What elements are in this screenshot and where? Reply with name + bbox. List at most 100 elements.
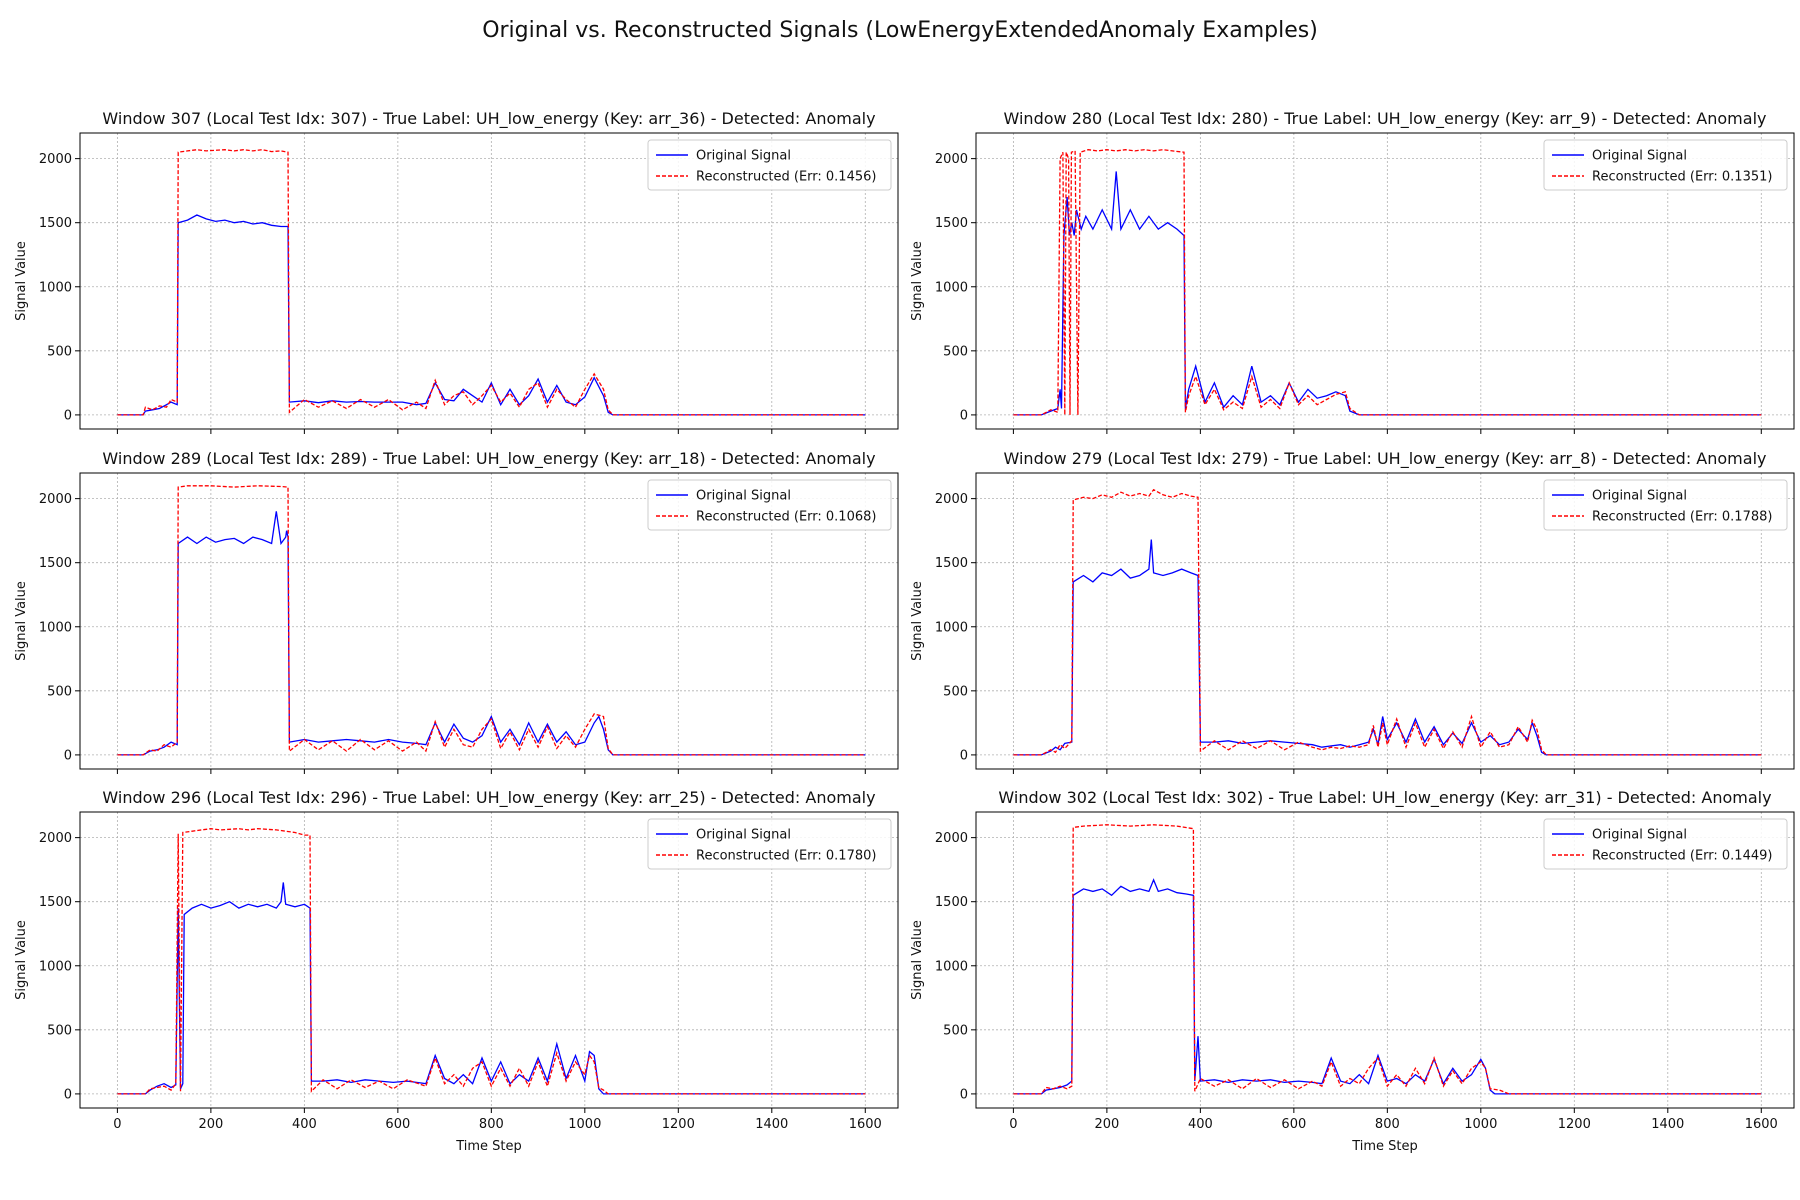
legend-box xyxy=(1543,479,1788,531)
subplot-5: 0 200 400 600 800 1000 1200 1400 1600 0 500 1000 150… xyxy=(14,788,899,1154)
legend: Original Signal Reconstructed (Err: 0.135… xyxy=(1543,139,1788,191)
y-tick-label: 1500 xyxy=(39,895,72,910)
x-tick-label: 800 xyxy=(479,1117,504,1132)
subplot-1: 0 500 1000 1500 2000 Window 307 (Local Test I… xyxy=(14,109,899,434)
y-tick-label: 0 xyxy=(64,408,72,423)
subplot-title: Window 280 (Local Test Idx: 280) - True … xyxy=(1004,109,1767,129)
y-tick-label: 500 xyxy=(943,684,968,699)
y-tick-label: 1500 xyxy=(935,216,968,231)
subplot-title: Window 289 (Local Test Idx: 289) - True … xyxy=(102,449,875,469)
y-axis-label: Signal Value xyxy=(14,920,29,1000)
legend: Original Signal Reconstructed (Err: 0.144… xyxy=(1543,818,1788,870)
subplot-3: 0 500 1000 1500 2000 Window 289 (Local Test I… xyxy=(14,449,899,774)
axes-frame xyxy=(79,132,899,430)
original-signal-line xyxy=(117,882,866,1095)
subplot-title: Window 296 (Local Test Idx: 296) - True … xyxy=(102,788,875,808)
legend: Original Signal Reconstructed (Err: 0.178… xyxy=(647,818,892,870)
x-tick-label: 0 xyxy=(113,1117,121,1132)
legend-entry-label: Original Signal xyxy=(1592,149,1687,164)
subplot-2: 0 500 1000 1500 2000 Window 280 (Local Test I… xyxy=(910,109,1795,434)
y-tick-label: 2000 xyxy=(39,492,72,507)
x-axis-label: Time Step xyxy=(1351,1139,1418,1154)
x-tick-label: 1200 xyxy=(1558,1117,1591,1132)
y-tick-label: 500 xyxy=(943,344,968,359)
x-tick-label: 800 xyxy=(1375,1117,1400,1132)
subplot-title: Window 279 (Local Test Idx: 279) - True … xyxy=(1004,449,1767,469)
legend-entry-label: Original Signal xyxy=(696,489,791,504)
legend-box xyxy=(1543,818,1788,870)
legend: Original Signal Reconstructed (Err: 0.106… xyxy=(647,479,892,531)
y-tick-label: 1500 xyxy=(39,556,72,571)
y-tick-label: 1000 xyxy=(935,280,968,295)
axes-frame xyxy=(975,811,1795,1109)
axes-frame xyxy=(79,472,899,770)
legend-box xyxy=(647,139,892,191)
axes-frame xyxy=(975,132,1795,430)
y-tick-label: 0 xyxy=(960,1087,968,1102)
original-signal-line xyxy=(117,511,866,756)
y-tick-label: 500 xyxy=(943,1023,968,1038)
subplot-title: Window 307 (Local Test Idx: 307) - True … xyxy=(102,109,875,129)
legend-entry-label: Reconstructed (Err: 0.1449) xyxy=(1592,849,1772,864)
subplot-6: 0 200 400 600 800 1000 1200 1400 1600 0 500 1000 150… xyxy=(910,788,1795,1154)
legend-box xyxy=(647,818,892,870)
original-signal-line xyxy=(1013,539,1762,756)
legend: Original Signal Reconstructed (Err: 0.178… xyxy=(1543,479,1788,531)
y-axis-label: Signal Value xyxy=(910,581,925,661)
legend-entry-label: Original Signal xyxy=(696,828,791,843)
x-tick-label: 0 xyxy=(1009,1117,1017,1132)
y-tick-label: 1000 xyxy=(39,959,72,974)
legend-entry-label: Reconstructed (Err: 0.1780) xyxy=(696,849,876,864)
reconstructed-signal-line xyxy=(1013,149,1762,416)
x-tick-label: 1400 xyxy=(1651,1117,1684,1132)
legend: Original Signal Reconstructed (Err: 0.145… xyxy=(647,139,892,191)
x-tick-label: 400 xyxy=(1188,1117,1213,1132)
y-tick-label: 1000 xyxy=(935,620,968,635)
y-tick-label: 1000 xyxy=(39,620,72,635)
y-axis-label: Signal Value xyxy=(14,581,29,661)
y-tick-label: 1000 xyxy=(935,959,968,974)
y-tick-label: 2000 xyxy=(39,152,72,167)
legend-entry-label: Reconstructed (Err: 0.1351) xyxy=(1592,170,1772,185)
legend-box xyxy=(1543,139,1788,191)
x-tick-label: 200 xyxy=(198,1117,223,1132)
y-tick-label: 1500 xyxy=(935,556,968,571)
y-tick-label: 0 xyxy=(64,1087,72,1102)
legend-entry-label: Original Signal xyxy=(1592,828,1687,843)
legend-entry-label: Original Signal xyxy=(696,149,791,164)
y-tick-label: 2000 xyxy=(935,831,968,846)
y-tick-label: 1000 xyxy=(39,280,72,295)
x-axis-label: Time Step xyxy=(455,1139,522,1154)
y-tick-label: 500 xyxy=(47,1023,72,1038)
subplot-4: 0 500 1000 1500 2000 Window 279 (Local Test I… xyxy=(910,449,1795,774)
legend-entry-label: Reconstructed (Err: 0.1456) xyxy=(696,170,876,185)
legend-entry-label: Reconstructed (Err: 0.1788) xyxy=(1592,510,1772,525)
y-tick-label: 500 xyxy=(47,344,72,359)
y-tick-label: 2000 xyxy=(39,831,72,846)
axes-frame xyxy=(975,472,1795,770)
x-tick-label: 600 xyxy=(1281,1117,1306,1132)
x-tick-label: 600 xyxy=(385,1117,410,1132)
legend-box xyxy=(647,479,892,531)
x-tick-label: 1000 xyxy=(1464,1117,1497,1132)
x-tick-label: 1400 xyxy=(755,1117,788,1132)
x-tick-label: 1600 xyxy=(849,1117,882,1132)
x-tick-label: 1600 xyxy=(1745,1117,1778,1132)
reconstructed-signal-line xyxy=(117,828,866,1095)
subplot-title: Window 302 (Local Test Idx: 302) - True … xyxy=(998,788,1771,808)
y-tick-label: 0 xyxy=(960,408,968,423)
figure-title: Original vs. Reconstructed Signals (LowE… xyxy=(482,18,1318,43)
y-tick-label: 2000 xyxy=(935,492,968,507)
y-tick-label: 0 xyxy=(960,748,968,763)
x-tick-label: 1000 xyxy=(568,1117,601,1132)
x-tick-label: 1200 xyxy=(662,1117,695,1132)
y-axis-label: Signal Value xyxy=(910,241,925,321)
reconstructed-signal-line xyxy=(117,485,866,756)
y-tick-label: 1500 xyxy=(935,895,968,910)
y-axis-label: Signal Value xyxy=(14,241,29,321)
axes-frame xyxy=(79,811,899,1109)
y-tick-label: 500 xyxy=(47,684,72,699)
y-tick-label: 2000 xyxy=(935,152,968,167)
reconstructed-signal-line xyxy=(1013,488,1762,756)
y-tick-label: 1500 xyxy=(39,216,72,231)
